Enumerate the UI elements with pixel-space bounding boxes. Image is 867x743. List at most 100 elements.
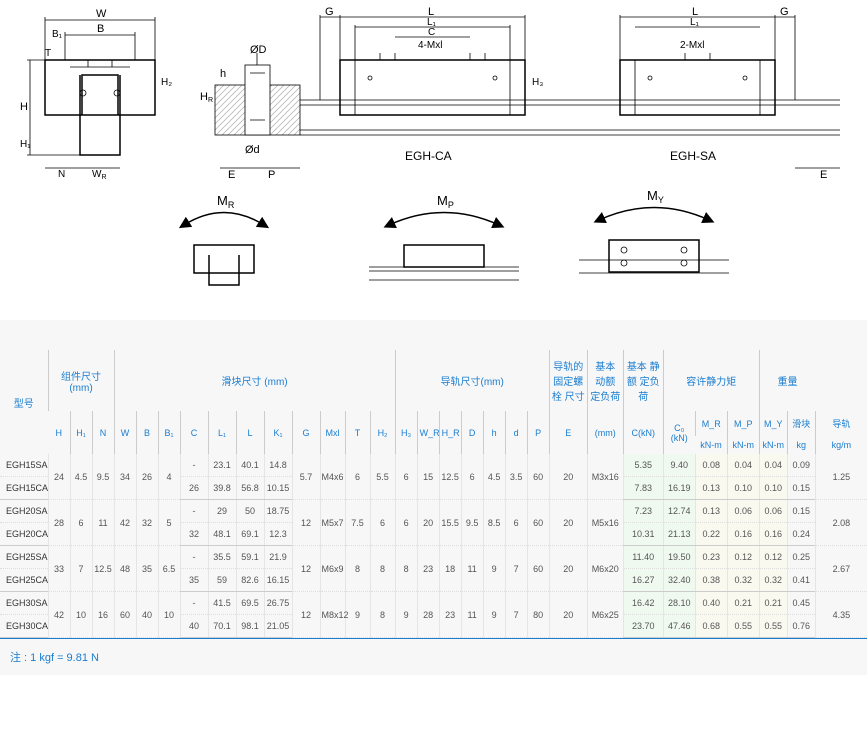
spec-table: 型号 组件尺寸 (mm) 滑块尺寸 (mm) 导轨尺寸(mm) 导轨的 固定螺栓… bbox=[0, 350, 867, 638]
cell: 98.1 bbox=[236, 615, 264, 638]
cell: 11.40 bbox=[623, 546, 663, 569]
svg-text:MR: MR bbox=[217, 193, 235, 210]
cell: 21.9 bbox=[264, 546, 292, 569]
cell: 29 bbox=[208, 500, 236, 523]
cell: 0.68 bbox=[695, 615, 727, 638]
svg-text:G: G bbox=[325, 6, 334, 18]
cell: 9.5 bbox=[92, 454, 114, 500]
cell: 8 bbox=[370, 592, 395, 638]
col-dyn: 基本 动额 定负荷 bbox=[587, 350, 623, 411]
cell: 5.7 bbox=[292, 454, 320, 500]
cell: 0.76 bbox=[787, 615, 815, 638]
cell: 9.40 bbox=[663, 454, 695, 477]
model-label-sa: EGH-SA bbox=[670, 149, 716, 163]
cell: 0.16 bbox=[727, 523, 759, 546]
cell: 28 bbox=[417, 592, 439, 638]
svg-text:W: W bbox=[96, 8, 107, 20]
cell: 8.5 bbox=[483, 500, 505, 546]
cell: 12 bbox=[292, 546, 320, 592]
cell: EGH25SA bbox=[0, 546, 48, 569]
cell: 48.1 bbox=[208, 523, 236, 546]
cell: 48 bbox=[114, 546, 136, 592]
cell: 41.5 bbox=[208, 592, 236, 615]
cell: M4x6 bbox=[320, 454, 345, 500]
cell: 18.75 bbox=[264, 500, 292, 523]
cell: 2.08 bbox=[815, 500, 867, 546]
cell: 18 bbox=[439, 546, 461, 592]
cell: 60 bbox=[527, 546, 549, 592]
col-stat: 基本 静额 定负荷 bbox=[623, 350, 663, 411]
cell: 0.45 bbox=[787, 592, 815, 615]
cell: 0.12 bbox=[727, 546, 759, 569]
cell: 5.5 bbox=[370, 454, 395, 500]
cell: 0.55 bbox=[727, 615, 759, 638]
cell: M8x12 bbox=[320, 592, 345, 638]
cell: 8 bbox=[345, 546, 370, 592]
cell: 59.1 bbox=[236, 546, 264, 569]
svg-text:4-Mxl: 4-Mxl bbox=[418, 40, 442, 51]
svg-text:Ød: Ød bbox=[245, 144, 260, 156]
svg-text:B₁: B₁ bbox=[52, 29, 63, 40]
cell: 23.1 bbox=[208, 454, 236, 477]
cell: 35 bbox=[180, 569, 208, 592]
cell: 12.74 bbox=[663, 500, 695, 523]
cell: 7.23 bbox=[623, 500, 663, 523]
cell: 32.40 bbox=[663, 569, 695, 592]
col-assembly: 组件尺寸 (mm) bbox=[48, 350, 114, 411]
svg-text:B: B bbox=[97, 23, 104, 35]
cell: 0.15 bbox=[787, 477, 815, 500]
spec-table-container: 型号 组件尺寸 (mm) 滑块尺寸 (mm) 导轨尺寸(mm) 导轨的 固定螺栓… bbox=[0, 320, 867, 675]
cell: 6 bbox=[70, 500, 92, 546]
cell: 7.83 bbox=[623, 477, 663, 500]
cell: 8 bbox=[395, 546, 417, 592]
cell: 7.5 bbox=[345, 500, 370, 546]
svg-text:C: C bbox=[428, 27, 435, 38]
cell: 11 bbox=[461, 592, 483, 638]
cell: 82.6 bbox=[236, 569, 264, 592]
svg-text:L₁: L₁ bbox=[690, 17, 700, 28]
table-body: EGH15SA244.59.534264-23.140.114.85.7M4x6… bbox=[0, 454, 867, 638]
cell: 11 bbox=[92, 500, 114, 546]
cell: 16.19 bbox=[663, 477, 695, 500]
cell: 40 bbox=[180, 615, 208, 638]
cell: M6x9 bbox=[320, 546, 345, 592]
cell: 0.06 bbox=[727, 500, 759, 523]
cell: 6 bbox=[461, 454, 483, 500]
svg-text:H: H bbox=[20, 101, 28, 113]
cell: 23 bbox=[417, 546, 439, 592]
moment-mr-diagram: MR bbox=[149, 195, 299, 295]
cell: 56.8 bbox=[236, 477, 264, 500]
cell: 50 bbox=[236, 500, 264, 523]
cell: 0.55 bbox=[759, 615, 787, 638]
cell: 23 bbox=[439, 592, 461, 638]
cell: EGH15CA bbox=[0, 477, 48, 500]
moment-my-diagram: MY bbox=[569, 195, 719, 295]
cell: 15 bbox=[417, 454, 439, 500]
cell: 10.15 bbox=[264, 477, 292, 500]
cell: 9 bbox=[483, 592, 505, 638]
cell: 21.13 bbox=[663, 523, 695, 546]
cell: 40.1 bbox=[236, 454, 264, 477]
cell: 0.25 bbox=[787, 546, 815, 569]
cell: 23.70 bbox=[623, 615, 663, 638]
cell: 0.12 bbox=[759, 546, 787, 569]
cell: M3x16 bbox=[587, 454, 623, 500]
cell: 0.04 bbox=[759, 454, 787, 477]
cell: 9 bbox=[483, 546, 505, 592]
cell: 12 bbox=[292, 500, 320, 546]
cell: M5x16 bbox=[587, 500, 623, 546]
cell: 4 bbox=[158, 454, 180, 500]
cell: 20 bbox=[549, 546, 587, 592]
col-weight: 重量 bbox=[759, 350, 815, 411]
cell: 15.5 bbox=[439, 500, 461, 546]
cell: - bbox=[180, 454, 208, 477]
cell: 35.5 bbox=[208, 546, 236, 569]
cell: 26.75 bbox=[264, 592, 292, 615]
cell: 9.5 bbox=[461, 500, 483, 546]
cell: 69.5 bbox=[236, 592, 264, 615]
model-label-ca: EGH-CA bbox=[405, 149, 452, 163]
cell: 16.15 bbox=[264, 569, 292, 592]
diagrams-area: W B B₁ H T H₂ N WR H₁ ØD bbox=[0, 0, 867, 320]
cell: 4.35 bbox=[815, 592, 867, 638]
cell: 0.22 bbox=[695, 523, 727, 546]
